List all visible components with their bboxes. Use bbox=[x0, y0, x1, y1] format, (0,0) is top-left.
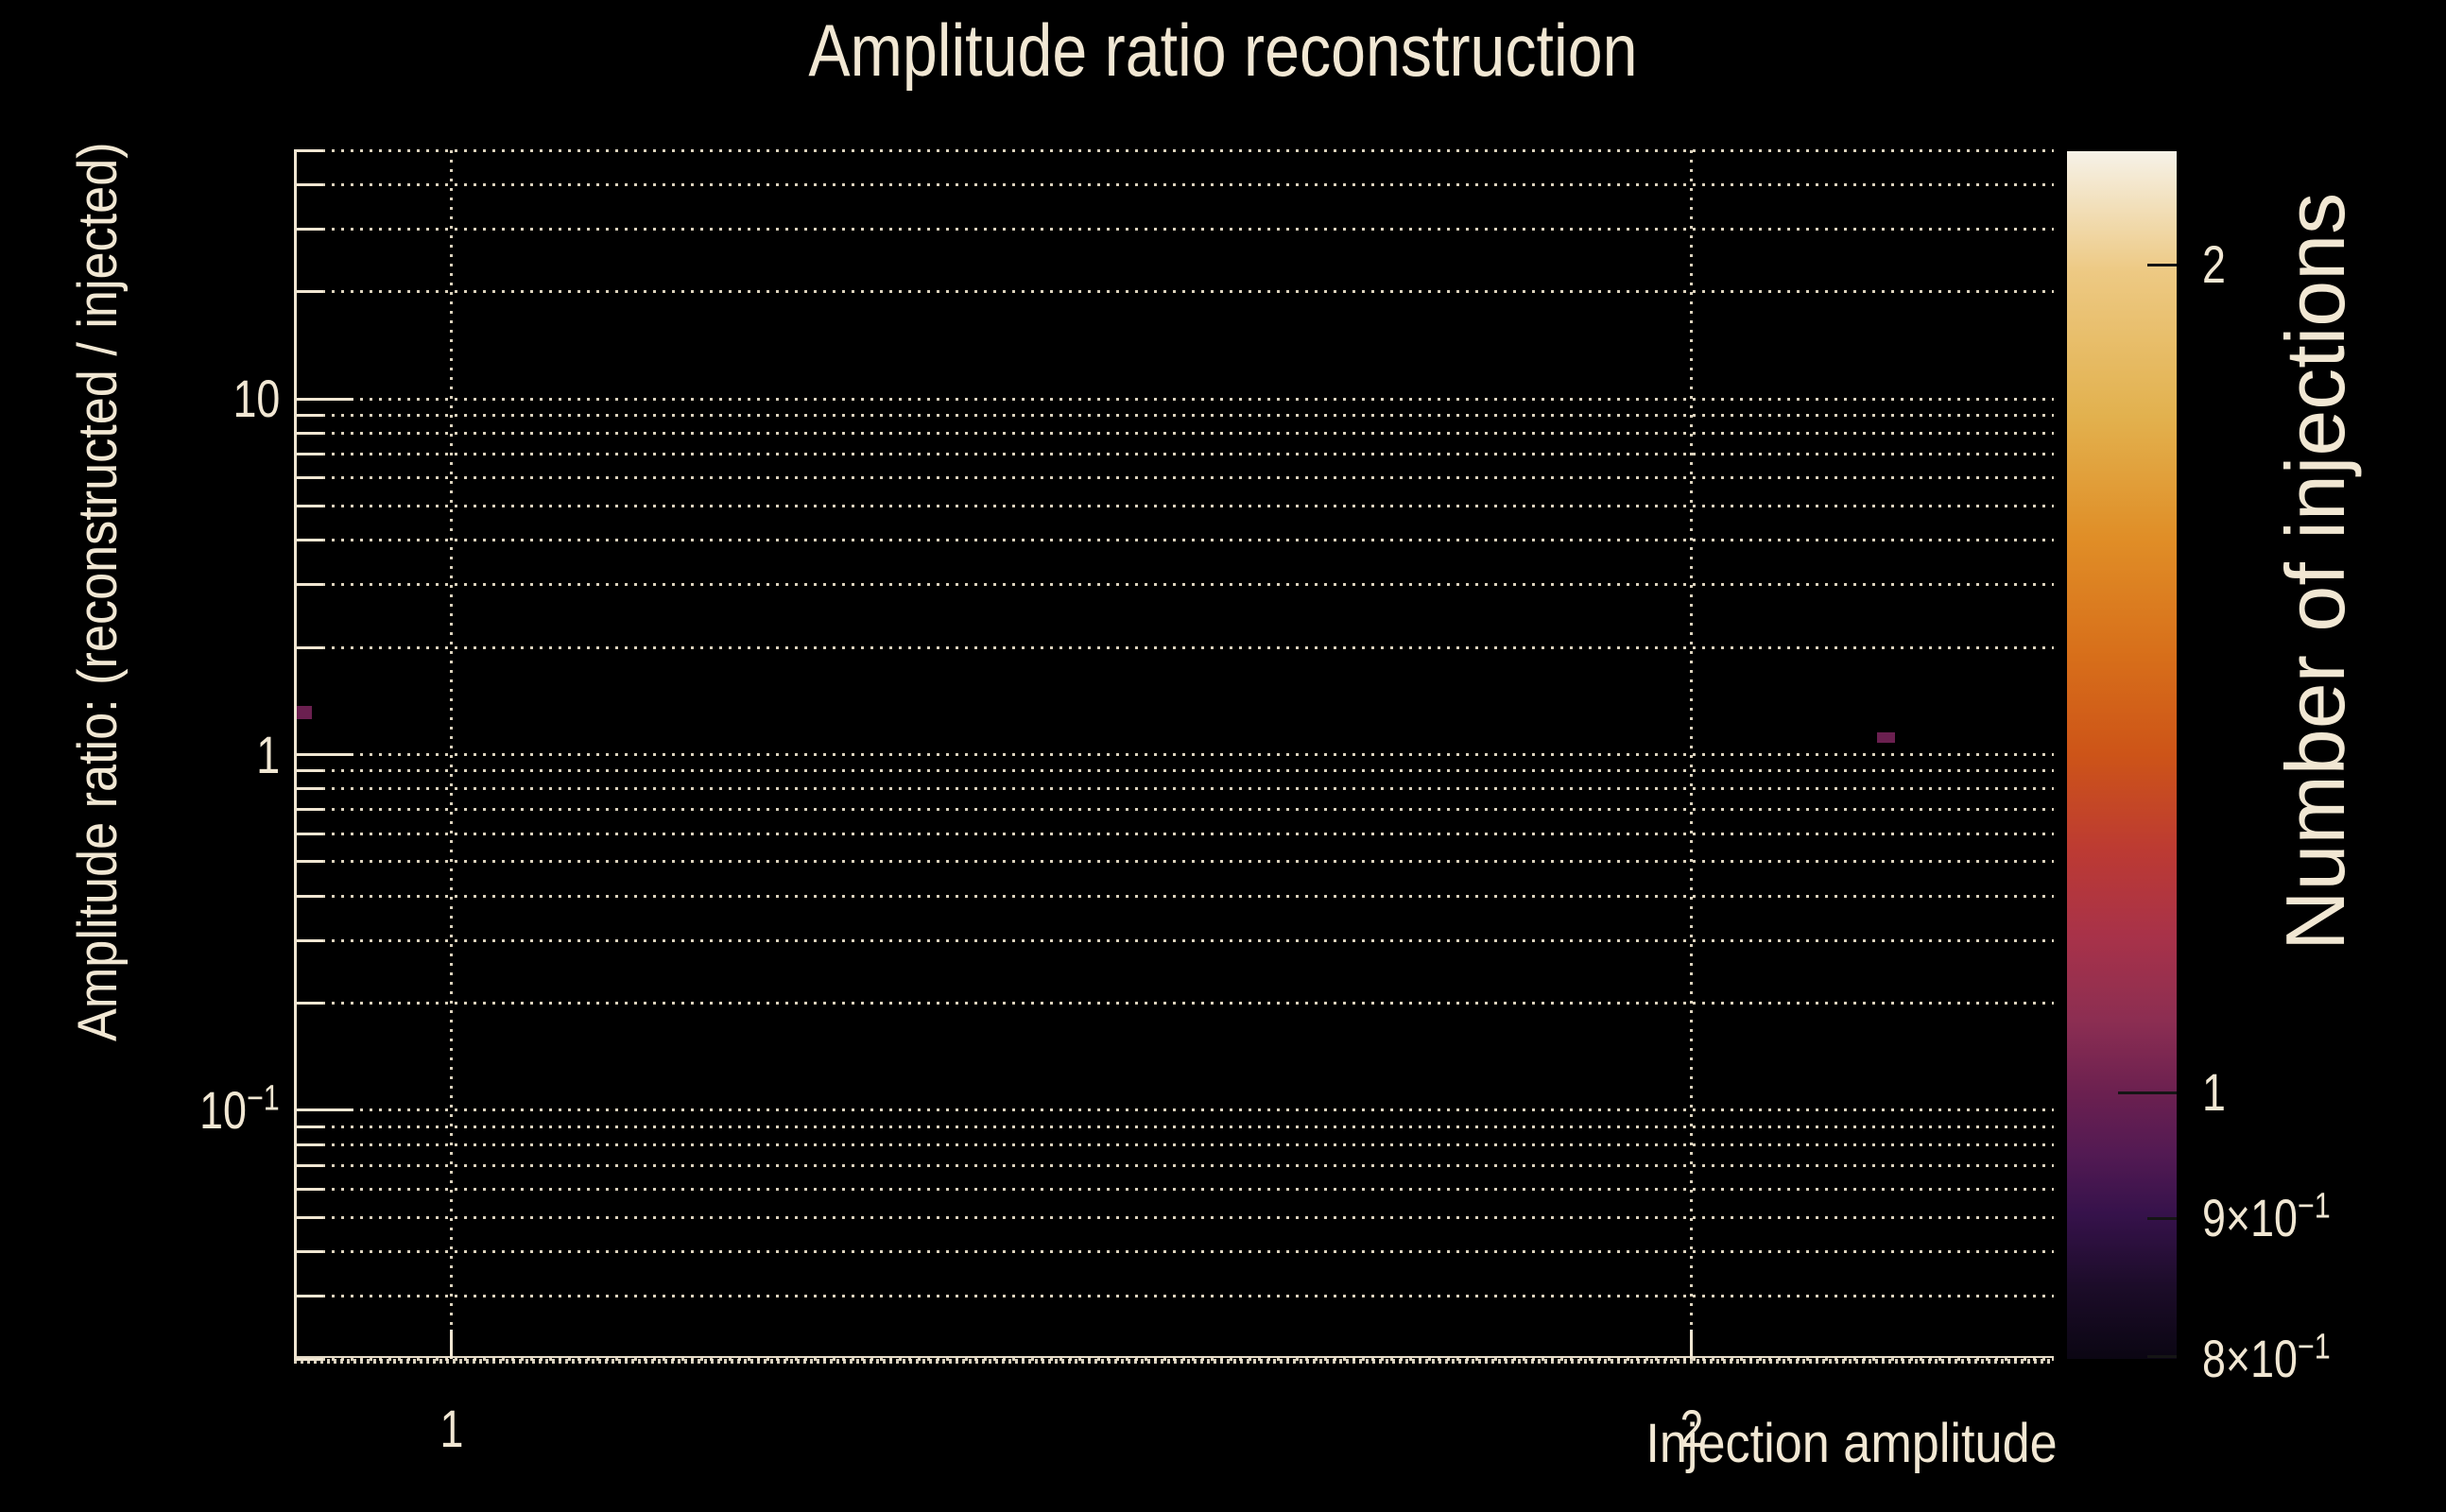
colorbar-tick-label: 9×10−1 bbox=[2202, 1186, 2331, 1248]
y-gridline bbox=[294, 413, 2054, 417]
y-gridline bbox=[294, 1002, 2054, 1005]
chart-title: Amplitude ratio reconstruction bbox=[808, 9, 1638, 92]
histogram-cell bbox=[294, 705, 312, 719]
y-gridline bbox=[294, 148, 2054, 152]
colorbar-tick-mark bbox=[2118, 1091, 2177, 1094]
y-tick-mark bbox=[294, 148, 323, 152]
y-tick-mark bbox=[294, 645, 323, 649]
y-tick-mark bbox=[294, 1002, 323, 1005]
y-gridline bbox=[294, 787, 2054, 791]
y-gridline bbox=[294, 539, 2054, 542]
y-tick-label: 1 bbox=[256, 724, 280, 784]
x-tick-mark bbox=[450, 1330, 453, 1359]
bottom-spine bbox=[294, 1356, 2054, 1358]
y-gridline bbox=[294, 432, 2054, 436]
y-gridline bbox=[294, 769, 2054, 773]
y-tick-mark bbox=[294, 1143, 323, 1146]
y-gridline bbox=[294, 452, 2054, 455]
y-gridline bbox=[294, 808, 2054, 812]
y-gridline bbox=[294, 583, 2054, 587]
y-tick-mark bbox=[294, 452, 323, 455]
plot-area bbox=[294, 148, 2054, 1364]
y-tick-mark bbox=[294, 894, 323, 898]
y-tick-mark bbox=[294, 1295, 323, 1298]
y-gridline bbox=[294, 397, 2054, 401]
y-gridline bbox=[294, 290, 2054, 294]
colorbar-tick-label: 2 bbox=[2202, 234, 2226, 295]
y-gridline bbox=[294, 1125, 2054, 1128]
y-tick-mark bbox=[294, 583, 323, 587]
y-gridline bbox=[294, 832, 2054, 835]
y-gridline bbox=[294, 1187, 2054, 1191]
y-tick-mark bbox=[294, 808, 323, 812]
x-axis-label: Injection amplitude bbox=[1645, 1413, 2058, 1474]
y-gridline bbox=[294, 938, 2054, 942]
y-tick-mark bbox=[294, 228, 323, 231]
y-tick-mark bbox=[294, 182, 323, 186]
y-tick-mark bbox=[294, 1125, 323, 1128]
y-tick-mark bbox=[294, 1357, 323, 1361]
y-gridline bbox=[294, 753, 2054, 756]
colorbar-tick-mark bbox=[2147, 263, 2177, 266]
y-gridline bbox=[294, 182, 2054, 186]
y-tick-mark bbox=[294, 1250, 323, 1254]
x-gridline bbox=[450, 150, 453, 1359]
y-gridline bbox=[294, 504, 2054, 507]
y-gridline bbox=[294, 1163, 2054, 1167]
y-gridline bbox=[294, 228, 2054, 231]
colorbar bbox=[2067, 151, 2177, 1359]
y-tick-mark bbox=[294, 539, 323, 542]
histogram-cell bbox=[1876, 731, 1896, 744]
y-tick-mark bbox=[294, 1187, 323, 1191]
y-tick-mark bbox=[294, 397, 353, 401]
y-tick-mark bbox=[294, 753, 353, 756]
colorbar-tick-label: 8×10−1 bbox=[2202, 1327, 2331, 1388]
colorbar-tick-mark bbox=[2147, 1216, 2177, 1220]
y-tick-mark bbox=[294, 938, 323, 942]
y-tick-mark bbox=[294, 504, 323, 507]
y-tick-mark bbox=[294, 787, 323, 791]
y-tick-label: 10−1 bbox=[199, 1078, 280, 1140]
colorbar-label: Number of injections bbox=[2268, 192, 2362, 951]
y-tick-mark bbox=[294, 1108, 353, 1112]
y-gridline bbox=[294, 1250, 2054, 1254]
y-gridline bbox=[294, 1143, 2054, 1146]
y-gridline bbox=[294, 894, 2054, 898]
y-tick-mark bbox=[294, 432, 323, 436]
y-tick-mark bbox=[294, 476, 323, 480]
y-tick-mark bbox=[294, 860, 323, 864]
y-gridline bbox=[294, 1295, 2054, 1298]
y-gridline bbox=[294, 860, 2054, 864]
colorbar-tick-label: 1 bbox=[2202, 1062, 2226, 1123]
x-tick-mark bbox=[1690, 1330, 1694, 1359]
bottom-spine-minor-ticks bbox=[294, 1359, 2054, 1364]
y-tick-mark bbox=[294, 832, 323, 835]
x-tick-label: 1 bbox=[439, 1399, 463, 1458]
y-tick-mark bbox=[294, 1215, 323, 1219]
y-gridline bbox=[294, 645, 2054, 649]
x-tick-label: 2 bbox=[1679, 1399, 1704, 1458]
y-tick-mark bbox=[294, 413, 323, 417]
y-tick-mark bbox=[294, 1163, 323, 1167]
y-gridline bbox=[294, 476, 2054, 480]
y-gridline bbox=[294, 1108, 2054, 1112]
y-tick-mark bbox=[294, 290, 323, 294]
y-gridline bbox=[294, 1215, 2054, 1219]
x-gridline bbox=[1690, 150, 1694, 1359]
colorbar-tick-mark bbox=[2147, 1354, 2177, 1358]
y-axis-label: Amplitude ratio: (reconstructed / inject… bbox=[67, 142, 129, 1041]
y-tick-label: 10 bbox=[233, 369, 280, 429]
y-tick-mark bbox=[294, 769, 323, 773]
